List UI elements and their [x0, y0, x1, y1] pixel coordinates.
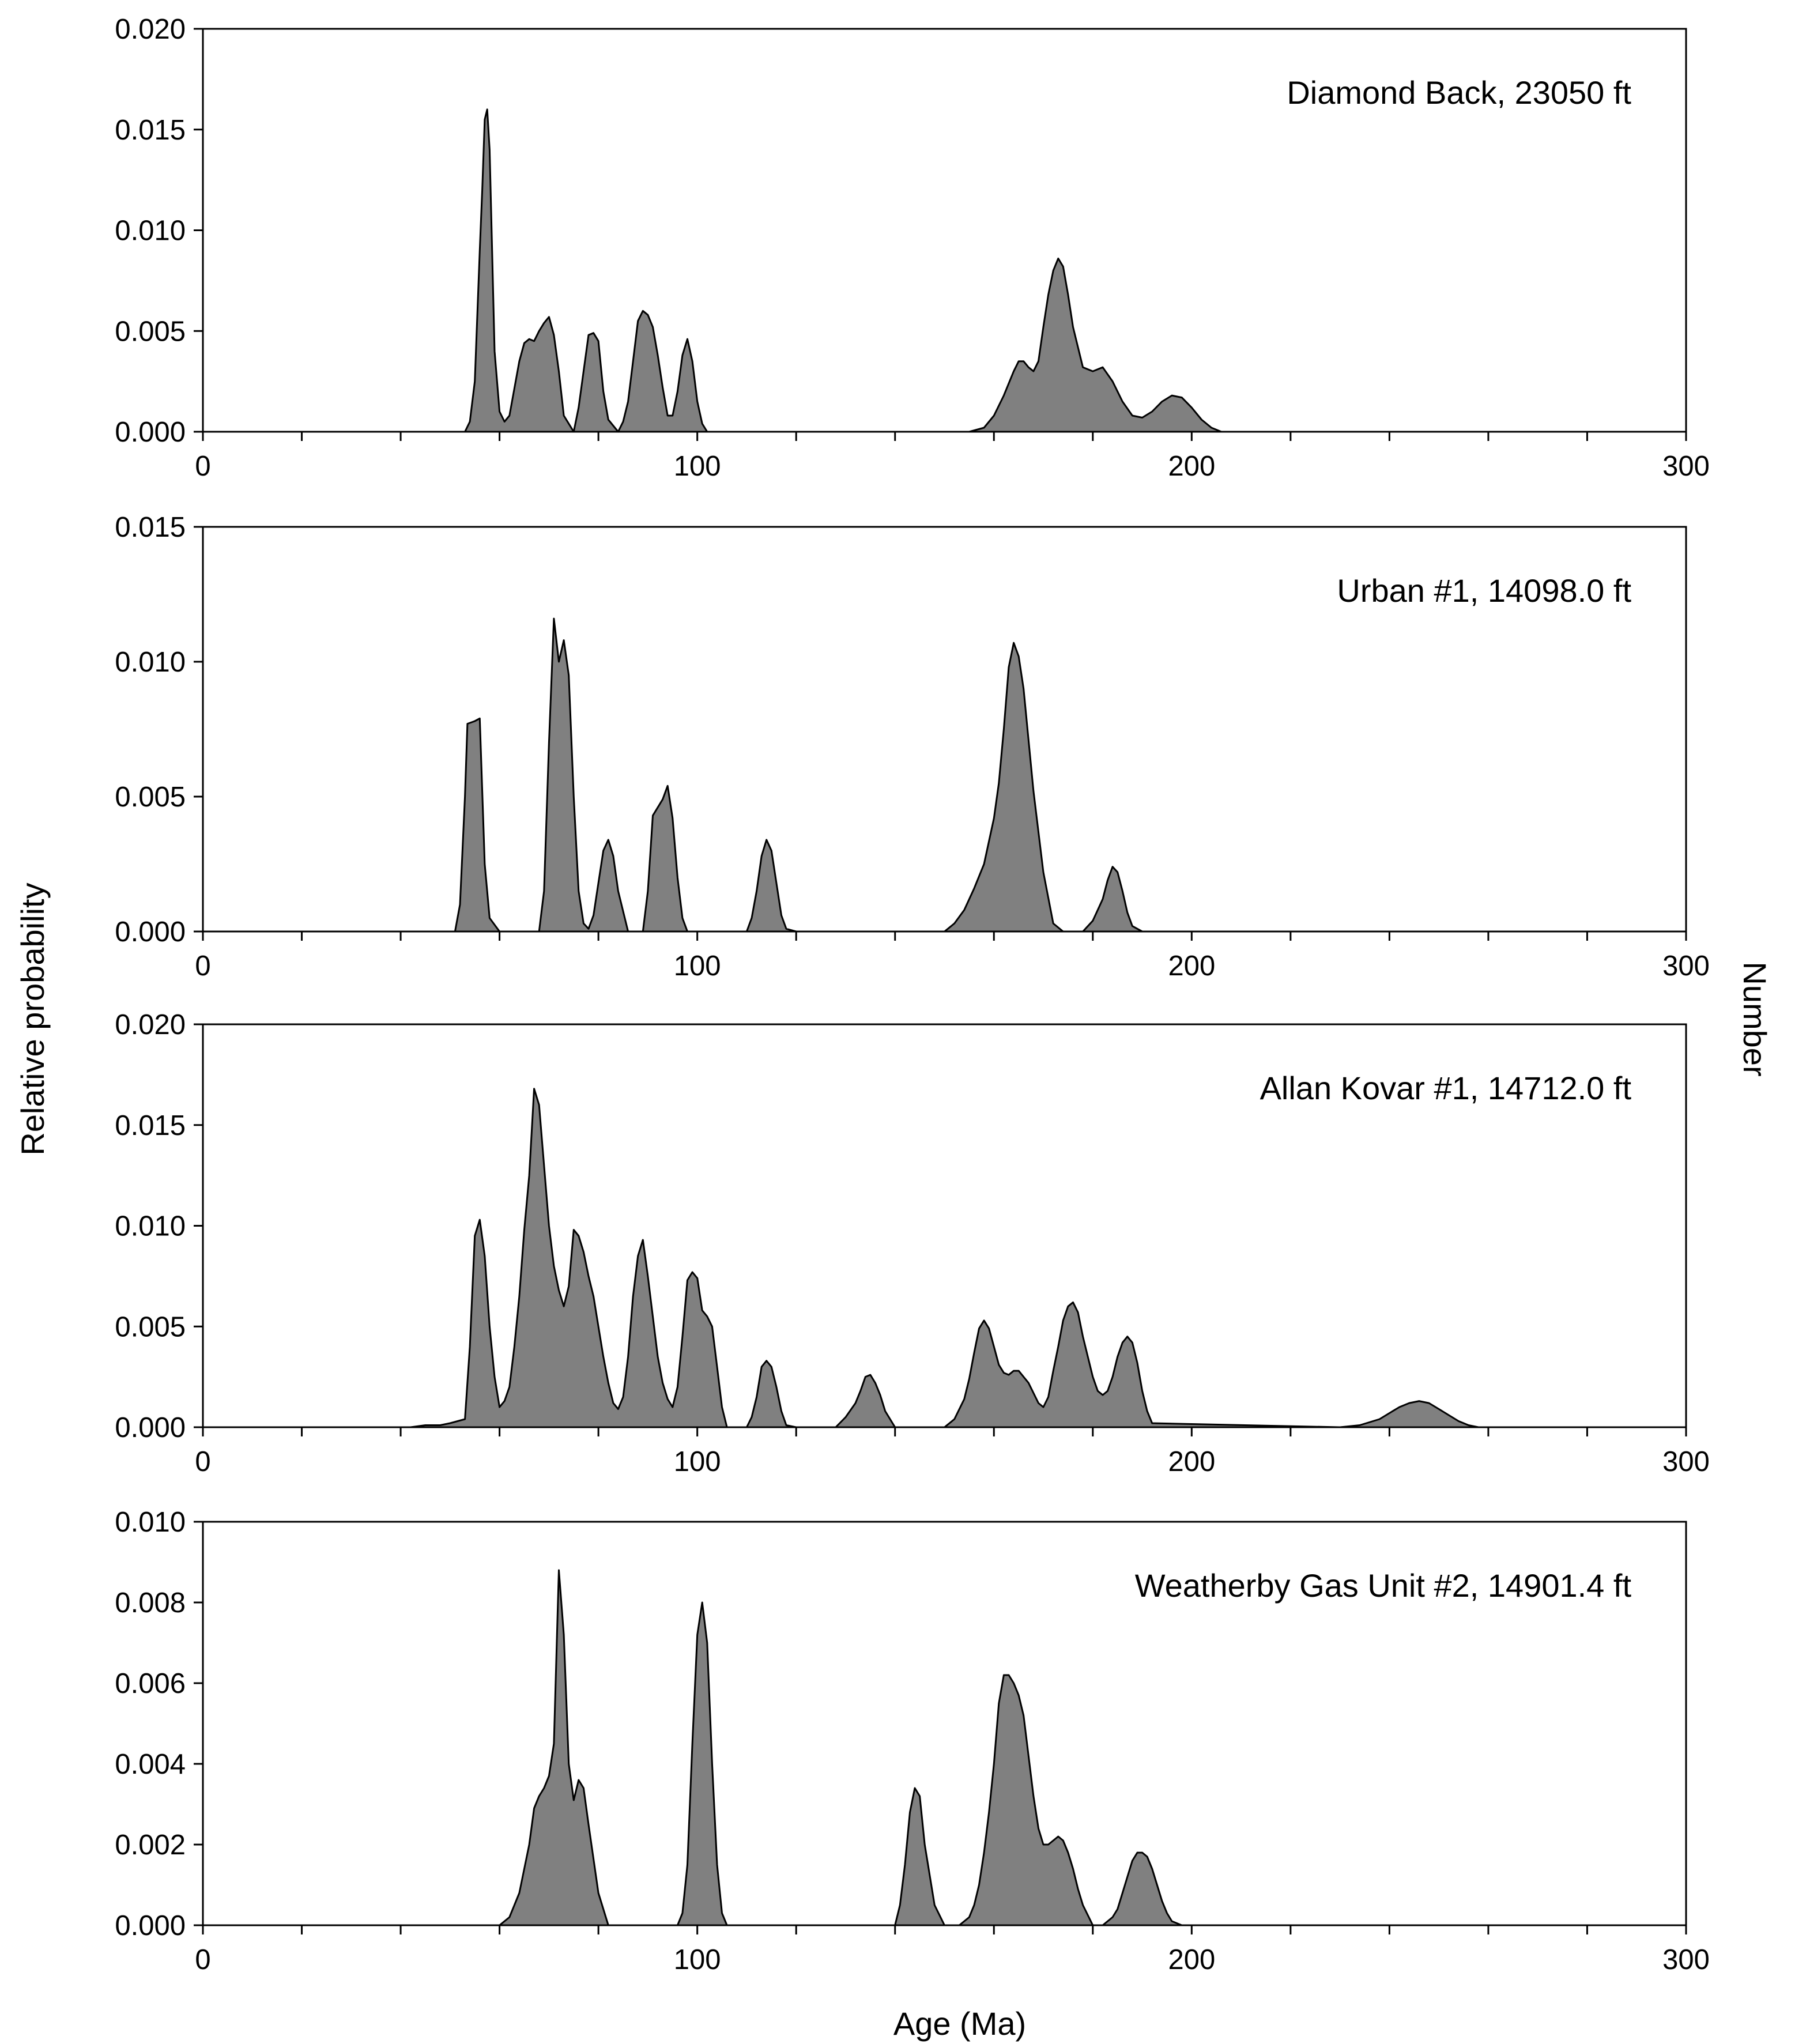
chart-panel-2: 0.000 0.005 0.010 0.015 0 100 200 300 Urban #1, …: [115, 512, 1710, 982]
right-axis-title: Number: [1737, 961, 1773, 1076]
y-tick-label: 0.015: [115, 115, 186, 146]
y-tick-label: 0.015: [115, 512, 186, 543]
x-tick-label: 0: [195, 1944, 210, 1975]
y-axis-title: Relative probability: [14, 883, 51, 1155]
y-tick-label: 0.005: [115, 1311, 186, 1342]
x-axis-title: Age (Ma): [893, 2005, 1026, 2042]
x-tick-label: 300: [1662, 451, 1710, 482]
x-tick-label: 200: [1168, 951, 1215, 982]
y-tick-label: 0.008: [115, 1587, 186, 1619]
x-tick-label: 100: [674, 951, 721, 982]
panel-title: Allan Kovar #1, 14712.0 ft: [1260, 1070, 1632, 1106]
y-tick-label: 0.000: [115, 1412, 186, 1443]
y-tick-label: 0.010: [115, 1507, 186, 1538]
y-tick-label: 0.000: [115, 1910, 186, 1941]
x-tick-label: 0: [195, 951, 210, 982]
x-tick-label: 0: [195, 451, 210, 482]
density-area: [202, 108, 1687, 433]
chart-panel-3: 0.000 0.005 0.010 0.015 0.020 0 100 200 300 Allan…: [115, 1009, 1710, 1477]
y-tick-label: 0.005: [115, 316, 186, 347]
panels: 0.000 0.005 0.010 0.015 0.020 0 100 200 300 Diamo…: [115, 14, 1710, 1975]
y-tick-label: 0.004: [115, 1749, 186, 1780]
y-tick-label: 0.010: [115, 1211, 186, 1242]
y-tick-label: 0.005: [115, 782, 186, 813]
y-tick-label: 0.020: [115, 14, 186, 45]
y-tick-label: 0.006: [115, 1668, 186, 1699]
panel-title: Urban #1, 14098.0 ft: [1337, 572, 1631, 609]
y-tick-label: 0.010: [115, 647, 186, 678]
panel-title: Diamond Back, 23050 ft: [1287, 74, 1631, 111]
x-tick-label: 200: [1168, 1446, 1215, 1477]
x-tick-label: 100: [674, 1944, 721, 1975]
x-tick-label: 100: [674, 1446, 721, 1477]
x-tick-label: 200: [1168, 1944, 1215, 1975]
x-tick-label: 300: [1662, 1446, 1710, 1477]
chart-panel-4: 0.000 0.002 0.004 0.006 0.008 0.010 0 100 200 300…: [115, 1507, 1710, 1975]
x-tick-label: 300: [1662, 951, 1710, 982]
y-tick-label: 0.000: [115, 417, 186, 448]
chart-panel-1: 0.000 0.005 0.010 0.015 0.020 0 100 200 300 Diamo…: [115, 14, 1710, 482]
y-tick-label: 0.010: [115, 216, 186, 247]
y-tick-label: 0.000: [115, 917, 186, 948]
x-tick-label: 200: [1168, 451, 1215, 482]
y-tick-label: 0.015: [115, 1110, 186, 1141]
y-tick-label: 0.020: [115, 1009, 186, 1040]
plot-frame: [202, 1521, 1687, 1926]
x-tick-label: 100: [674, 451, 721, 482]
x-tick-label: 0: [195, 1446, 210, 1477]
plot-frame: [202, 526, 1687, 933]
density-area: [202, 1088, 1687, 1428]
y-tick-label: 0.002: [115, 1830, 186, 1861]
panel-title: Weatherby Gas Unit #2, 14901.4 ft: [1135, 1567, 1632, 1604]
density-area: [202, 1569, 1687, 1926]
x-tick-label: 300: [1662, 1944, 1710, 1975]
